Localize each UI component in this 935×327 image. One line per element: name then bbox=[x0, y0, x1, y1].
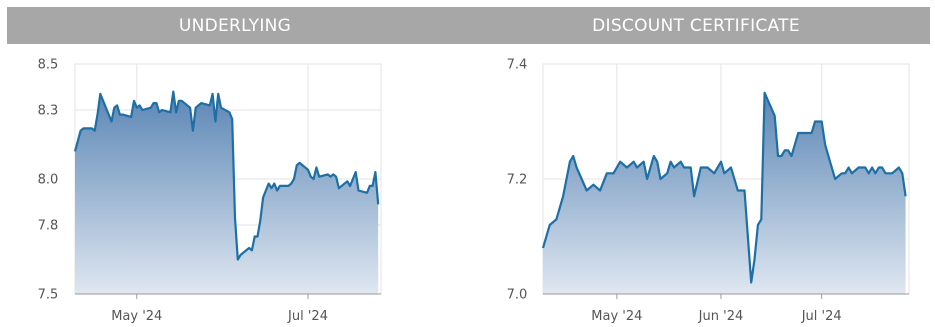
certificate-y-tick-label: 7.0 bbox=[507, 288, 528, 303]
certificate-x-tick-label: Jul '24 bbox=[801, 309, 842, 324]
underlying-y-tick-label: 7.5 bbox=[38, 288, 59, 303]
certificate-y-tick-label: 7.4 bbox=[507, 58, 528, 73]
certificate-x-tick-label: Jun '24 bbox=[698, 309, 744, 324]
underlying-header: UNDERLYING bbox=[7, 7, 463, 44]
underlying-y-tick-label: 8.0 bbox=[38, 173, 59, 188]
certificate-y-tick-label: 7.2 bbox=[507, 173, 528, 188]
certificate-area-fill bbox=[543, 92, 906, 294]
certificate-price-line bbox=[541, 91, 907, 284]
underlying-x-tick-label: Jul '24 bbox=[287, 309, 328, 324]
underlying-x-tick-label: May '24 bbox=[111, 309, 162, 324]
underlying-chart: 7.5 7.8 8.0 8.3 8.5 May '24 Jul '24 bbox=[38, 58, 382, 324]
underlying-price-line bbox=[73, 90, 380, 261]
underlying-y-tick-label: 8.3 bbox=[38, 104, 59, 119]
certificate-header: DISCOUNT CERTIFICATE bbox=[462, 7, 930, 44]
certificate-panel: DISCOUNT CERTIFICATE bbox=[462, 0, 935, 327]
underlying-area-fill bbox=[75, 91, 379, 294]
underlying-y-tick-label: 7.8 bbox=[38, 219, 59, 234]
underlying-panel: UNDERLYING bbox=[0, 0, 466, 327]
certificate-x-tick-label: May '24 bbox=[591, 309, 642, 324]
underlying-y-tick-label: 8.5 bbox=[38, 58, 59, 73]
